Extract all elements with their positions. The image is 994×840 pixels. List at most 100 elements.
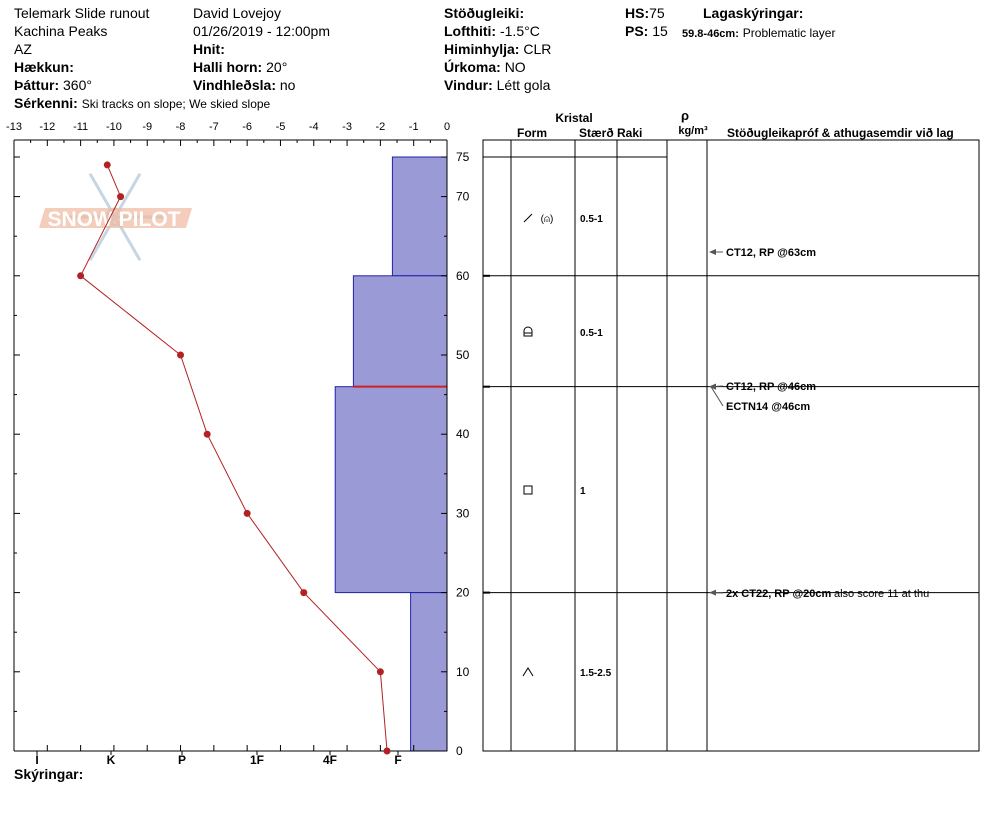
density-symbol: ρ: [681, 108, 689, 123]
ps-value: 15: [652, 23, 668, 39]
form-header: Form: [517, 126, 547, 140]
stability-test-label: CT12, RP @46cm: [726, 381, 816, 393]
grain-size-value: 1.5-2.5: [580, 668, 612, 679]
temperature-tick-label: 0: [444, 121, 450, 133]
wind-loading-value: no: [279, 77, 296, 93]
wind-value: Létt gola: [496, 77, 551, 93]
observer-name: David Lovejoy: [193, 5, 281, 21]
wind-label: Vindur:: [444, 77, 493, 93]
hs-label: HS:: [625, 5, 650, 21]
precip-value: NO: [504, 59, 526, 75]
depth-tick-label: 60: [456, 269, 470, 283]
crystal-header: Kristal: [555, 111, 592, 125]
snow-pilot-logo: SNOW PILOT: [39, 172, 192, 262]
hardness-layer-bar: [391, 156, 448, 277]
temperature-tick-label: -4: [309, 121, 319, 133]
logo-text: SNOW PILOT: [48, 208, 181, 231]
slope-label: Halli horn:: [193, 59, 263, 75]
stability-label: Stöðugleiki:: [444, 5, 525, 21]
sky-row: Himinhylja: CLR: [444, 41, 551, 57]
features-label: Sérkenni:: [14, 95, 78, 111]
temperature-tick-label: -5: [276, 121, 286, 133]
depth-tick-label: 10: [456, 665, 470, 679]
depth-tick-label: 20: [456, 586, 470, 600]
test-pointer-arrow: [709, 589, 716, 596]
grain-size-value: 0.5-1: [580, 214, 603, 225]
temperature-tick-label: -13: [6, 121, 22, 133]
hs-value: 75: [649, 5, 665, 21]
elevation-label: Hækkun:: [14, 59, 74, 75]
problem-layer-note: 59.8-46cm: Problematic layer: [682, 24, 835, 42]
test-pointer-arrow: [709, 249, 716, 256]
temperature-point: [177, 351, 185, 359]
slope-value: 20°: [266, 59, 288, 75]
hardness-tick-label: P: [178, 753, 186, 767]
stability-test-label: CT12, RP @63cm: [726, 247, 816, 259]
aspect-label: Þáttur:: [14, 77, 60, 93]
layer-table-frame: [482, 139, 980, 752]
precip-row: Úrkoma: NO: [444, 59, 526, 75]
hardness-layer-bar: [334, 386, 448, 594]
air-temp-value: -1.5°C: [499, 23, 540, 39]
temperature-tick-label: -12: [39, 121, 55, 133]
temperature-tick-label: -10: [106, 121, 122, 133]
depth-hoar-glyph: [522, 667, 534, 677]
hardness-layer-bar: [410, 592, 448, 752]
test-pointer-arrow: [709, 383, 716, 390]
size-header: Stærð: [579, 126, 614, 140]
temperature-point: [383, 747, 391, 755]
temperature-tick-label: -11: [73, 121, 88, 133]
coords-label: Hnit:: [193, 41, 225, 57]
temperature-tick-label: -2: [375, 121, 385, 133]
temperature-point: [103, 161, 111, 169]
wind-row: Vindur: Létt gola: [444, 77, 550, 93]
state-name: AZ: [14, 41, 32, 57]
aspect-value: 360°: [63, 77, 92, 93]
temperature-point: [77, 272, 85, 280]
hardness-layer-bar: [352, 275, 448, 388]
aspect-row: Þáttur: 360°: [14, 77, 92, 93]
depth-tick-label: 70: [456, 190, 470, 204]
location-name: Telemark Slide runout: [14, 5, 150, 21]
slope-row: Halli horn: 20°: [193, 59, 287, 75]
grain-size-value: 0.5-1: [580, 328, 603, 339]
depth-tick-label: 30: [456, 506, 470, 520]
density-unit: kg/m³: [678, 125, 708, 137]
wind-crust-faceted-glyph-text: (⍝): [541, 214, 554, 225]
observation-datetime: 01/26/2019 - 12:00pm: [193, 23, 330, 39]
wind-loading-row: Vindhleðsla: no: [193, 77, 295, 93]
problem-text: Problematic layer: [742, 26, 836, 40]
temperature-tick-label: -3: [342, 121, 352, 133]
wind-loading-label: Vindhleðsla:: [193, 77, 276, 93]
depth-tick-label: 75: [456, 150, 470, 164]
temperature-point: [243, 509, 251, 517]
temperature-tick-label: -1: [409, 121, 419, 133]
ps-row: PS: 15: [625, 23, 668, 39]
tests-header: Stöðugleikapróf & athugasemdir við lag: [727, 126, 954, 140]
sky-label: Himinhylja:: [444, 41, 520, 57]
depth-tick-label: 40: [456, 427, 470, 441]
faceted-glyph: [523, 485, 533, 495]
sky-value: CLR: [523, 41, 552, 57]
temperature-tick-label: -8: [176, 121, 186, 133]
hardness-tick-label: 1F: [250, 753, 264, 767]
depth-tick-label: 50: [456, 348, 470, 362]
temperature-point: [376, 668, 384, 676]
temperature-tick-label: -6: [242, 121, 252, 133]
stability-test-note: also score 11 at thu: [834, 588, 929, 600]
test-pointer-line: [710, 386, 724, 407]
grain-size-value: 1: [580, 486, 586, 497]
hardness-tick-label: F: [394, 753, 401, 767]
range-name: Kachina Peaks: [14, 23, 108, 39]
hs-row: HS:75: [625, 5, 665, 21]
stability-test-label: ECTN14 @46cm: [726, 401, 810, 413]
precip-label: Úrkoma:: [444, 59, 501, 75]
air-temp-row: Lofthiti: -1.5°C: [444, 23, 540, 39]
temperature-point: [117, 193, 125, 201]
temperature-point: [300, 589, 308, 597]
faceted-rounded-glyph: [523, 326, 533, 337]
layer-notes-label: Lagaskýringar:: [703, 5, 804, 21]
stability-test-label: 2x CT22, RP @20cm: [726, 588, 832, 600]
features-row: Sérkenni: Ski tracks on slope; We skied …: [14, 95, 270, 112]
